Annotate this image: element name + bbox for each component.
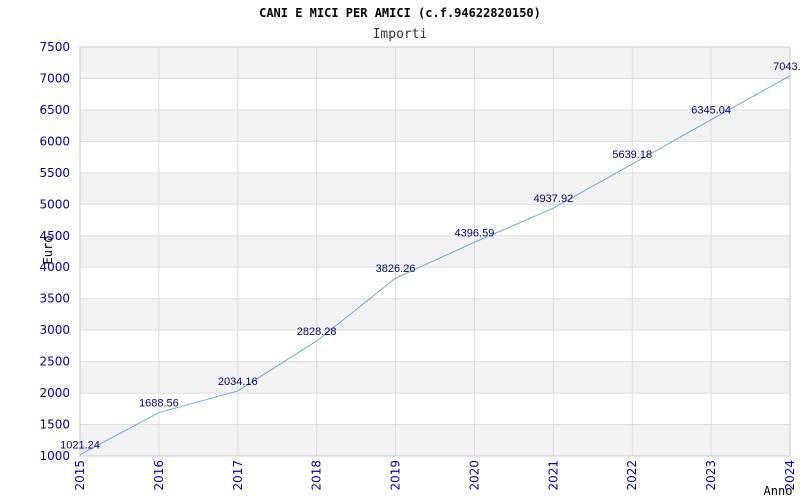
x-tick-label: 2017 [231,460,245,491]
x-tick-label: 2021 [546,460,560,491]
data-label: 4396.59 [455,227,495,239]
y-tick-label: 6500 [39,103,70,117]
y-tick-label: 4500 [39,229,70,243]
plot-band [80,235,790,268]
x-tick-label: 2019 [389,460,403,491]
y-tick-label: 2500 [39,355,70,369]
y-tick-label: 7500 [39,40,70,54]
chart-subtitle: Importi [373,27,428,42]
x-tick-label: 2023 [704,460,718,491]
data-label: 5639.18 [612,149,652,161]
data-label: 1688.56 [139,398,179,410]
data-label: 7043.0 [773,61,800,73]
plot-bands [80,47,790,456]
series-line [79,75,791,456]
plot-band [80,172,790,205]
plot-band [80,424,790,456]
y-tick-label: 7000 [39,71,70,85]
grid-lines [79,46,791,457]
plot-band [80,361,790,394]
data-label: 6345.04 [691,105,731,117]
y-tick-label: 4000 [39,260,70,274]
plot-band [80,330,790,362]
series-line-path [79,75,791,456]
plot-band [80,78,790,110]
data-label: 1021.24 [60,440,100,452]
plot-band [80,298,790,331]
y-tick-label: 1500 [39,418,70,432]
y-tick-label: 6000 [39,134,70,148]
x-tick-label: 2020 [467,460,481,491]
y-tick-label: 3000 [39,323,70,337]
y-axis-label: Euro [41,236,55,265]
x-tick-labels: 2015 2016 2017 2018 2019 2020 2021 2022 2023 2024 [73,460,797,491]
plot-band [80,204,790,236]
y-tick-label: 5500 [39,166,70,180]
plot-band [80,109,790,142]
x-tick-label: 2015 [73,460,87,491]
plot-band [80,141,790,173]
y-tick-label: 1000 [39,449,70,463]
plot-band [80,47,790,79]
data-label: 2828.28 [297,326,337,338]
data-label: 4937.92 [533,193,573,205]
y-tick-label: 2000 [39,386,70,400]
data-label: 3826.26 [376,263,416,275]
data-label: 2034.16 [218,376,258,388]
x-tick-label: 2022 [625,460,639,491]
x-axis-label: Anno [764,484,793,498]
y-tick-labels: 1000 1500 2000 2500 3000 3500 4000 4500 5000 5500… [39,40,70,463]
x-tick-label: 2016 [152,460,166,491]
y-tick-label: 5000 [39,197,70,211]
chart-title: CANI E MICI PER AMICI (c.f.94622820150) [259,6,541,20]
plot-frame [79,46,791,457]
data-labels: 1021.24 1688.56 2034.16 2828.28 3826.26 4396.… [60,61,800,452]
x-tick-label: 2024 [783,460,797,491]
x-tick-label: 2018 [310,460,324,491]
plot-band [80,393,790,425]
plot-band [80,267,790,299]
y-tick-label: 3500 [39,292,70,306]
